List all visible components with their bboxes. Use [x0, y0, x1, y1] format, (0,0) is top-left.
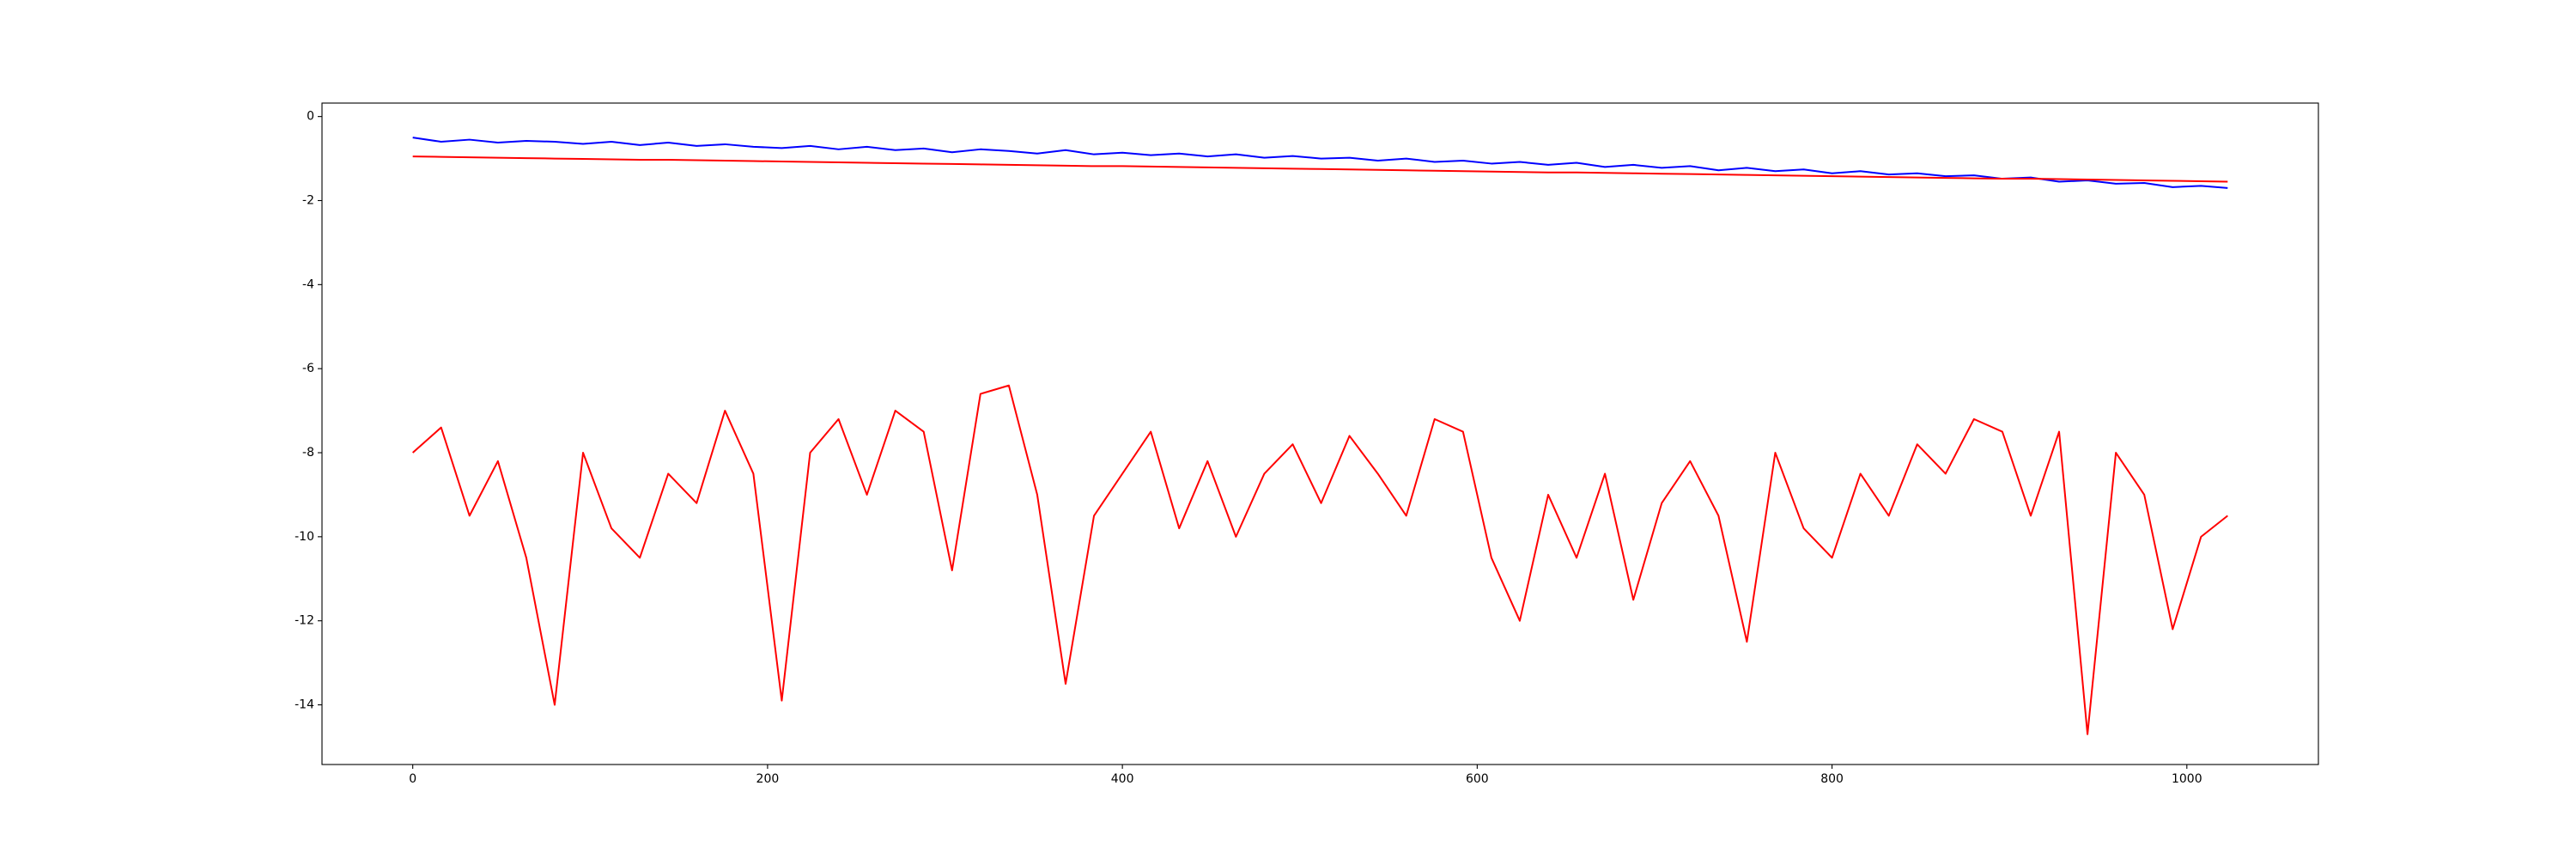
line-series	[412, 155, 2228, 183]
x-tick-label: 600	[1466, 772, 1489, 786]
y-tick-label: -12	[295, 614, 314, 628]
y-tick-label: 0	[307, 110, 314, 124]
plot-area	[412, 137, 2228, 735]
x-tick-label: 800	[1820, 772, 1844, 786]
y-tick-label: -8	[302, 446, 314, 460]
y-tick-label: -14	[295, 698, 314, 712]
axes-frame	[321, 102, 2319, 765]
line-series	[412, 137, 2228, 189]
x-tick-label: 0	[409, 772, 416, 786]
y-tick-label: -6	[302, 362, 314, 375]
x-tick-label: 400	[1111, 772, 1134, 786]
y-tick-label: -10	[295, 530, 314, 544]
x-tick-label: 200	[756, 772, 780, 786]
line-series	[412, 384, 2228, 735]
x-tick-label: 1000	[2172, 772, 2202, 786]
y-tick-label: -4	[302, 277, 314, 291]
y-tick-label: -2	[302, 193, 314, 207]
